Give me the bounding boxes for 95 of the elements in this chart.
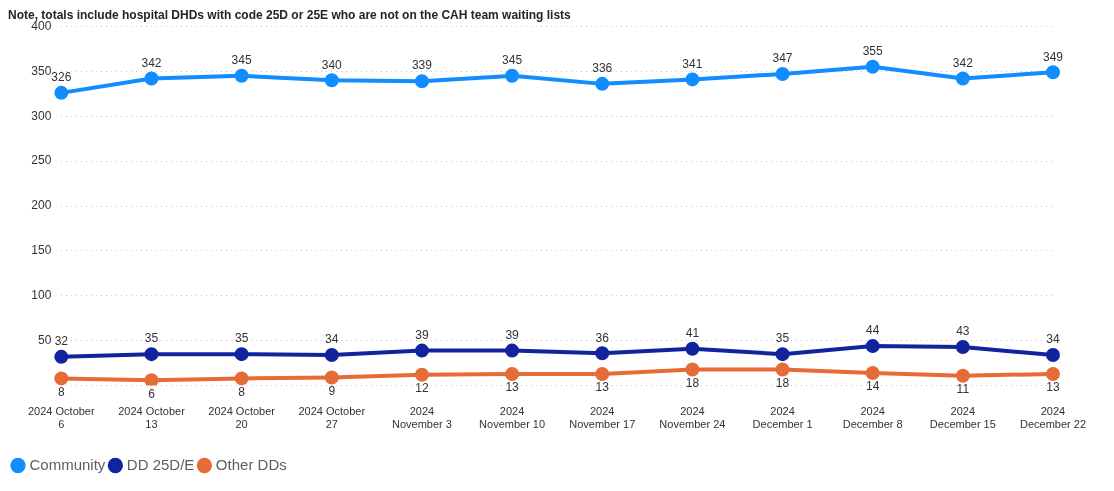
data-label: 36 <box>595 330 610 345</box>
point <box>324 73 339 88</box>
data-label: 43 <box>956 324 970 339</box>
data-label: 342 <box>952 55 974 70</box>
point <box>54 349 69 364</box>
point <box>865 339 880 354</box>
point <box>505 68 520 83</box>
data-label: 339 <box>411 58 433 73</box>
point <box>144 71 159 86</box>
data-label: 9 <box>328 383 336 398</box>
data-label: 8 <box>57 384 65 399</box>
chart-title: Note, totals include hospital DHDs with code 25D or 25E who are not on the CAH team waiting lists <box>8 7 572 22</box>
point <box>955 368 970 383</box>
x-tick-label: 2024 October 13 <box>118 405 186 431</box>
y-tick-label: 100 <box>31 288 52 303</box>
legend-label: DD 25D/E <box>126 455 195 473</box>
data-label: 35 <box>234 331 249 346</box>
data-label: 13 <box>595 380 610 395</box>
point <box>234 371 249 386</box>
x-tick-label: 2024 December 1 <box>752 405 813 431</box>
data-label: 14 <box>866 379 880 394</box>
x-tick-label: 2024 October 20 <box>208 405 276 431</box>
point <box>54 85 69 100</box>
point <box>595 366 610 381</box>
point <box>595 346 610 361</box>
data-label: 41 <box>685 326 700 341</box>
data-label: 326 <box>51 70 72 85</box>
data-label: 13 <box>505 380 520 395</box>
x-tick-label: 2024 December 15 <box>929 405 996 431</box>
point <box>324 348 339 363</box>
data-label: 347 <box>772 51 793 66</box>
x-tick-label: 2024 November 24 <box>659 405 726 431</box>
point <box>505 343 520 358</box>
x-tick-label: 2024 November 17 <box>569 405 636 431</box>
x-tick-label: 2024 November 10 <box>479 405 546 431</box>
legend-label: Community <box>29 455 106 473</box>
data-label: 341 <box>682 56 703 71</box>
data-label: 35 <box>144 331 159 346</box>
data-label: 34 <box>1046 332 1060 347</box>
point <box>685 72 700 87</box>
point <box>144 373 159 386</box>
y-tick-label: 50 <box>37 333 52 348</box>
x-tick-label: 2024 October 27 <box>298 405 366 431</box>
legend-label: Other DDs <box>215 455 287 473</box>
x-tick-label: 2024 December 8 <box>842 405 903 431</box>
data-label: 18 <box>775 375 790 390</box>
point <box>144 347 159 362</box>
y-tick-label: 200 <box>31 198 52 213</box>
point <box>955 71 970 86</box>
x-tick-label: 2024 December 22 <box>1019 405 1087 431</box>
data-label: 345 <box>231 53 252 68</box>
data-label: 349 <box>1042 49 1064 64</box>
data-label: 35 <box>775 331 790 346</box>
point <box>414 74 429 89</box>
data-label: 12 <box>415 381 429 396</box>
data-label: 13 <box>1046 380 1060 395</box>
data-label: 336 <box>592 61 613 76</box>
y-tick-label: 350 <box>31 63 52 78</box>
point <box>1045 348 1060 363</box>
x-tick-label: 2024 October 6 <box>28 405 95 431</box>
data-label: 355 <box>862 44 884 59</box>
point <box>775 362 790 377</box>
data-label: 32 <box>54 334 69 349</box>
point <box>865 59 880 74</box>
point <box>595 76 610 91</box>
data-label: 6 <box>148 386 156 401</box>
point <box>775 347 790 362</box>
data-label: 8 <box>238 384 246 399</box>
y-tick-label: 250 <box>31 153 52 168</box>
point <box>1045 65 1060 80</box>
data-label: 340 <box>321 57 343 72</box>
point <box>414 343 429 358</box>
data-label: 11 <box>956 382 970 397</box>
data-label: 39 <box>505 327 520 342</box>
point <box>685 341 700 356</box>
y-tick-label: 150 <box>31 243 52 258</box>
point <box>505 366 520 381</box>
point <box>865 366 880 381</box>
data-label: 345 <box>502 53 523 68</box>
data-label: 34 <box>325 332 339 347</box>
point <box>1045 366 1060 381</box>
data-label: 342 <box>141 55 162 70</box>
point <box>234 68 249 83</box>
point <box>414 367 429 382</box>
point <box>775 66 790 81</box>
x-tick-label: 2024 November 3 <box>391 405 452 431</box>
point <box>685 362 700 377</box>
point <box>234 347 249 362</box>
data-label: 18 <box>685 375 700 390</box>
data-label: 39 <box>415 327 429 342</box>
data-label: 44 <box>866 323 880 338</box>
point <box>955 339 970 354</box>
y-tick-label: 300 <box>31 108 52 123</box>
point <box>54 371 69 386</box>
point <box>324 370 339 385</box>
